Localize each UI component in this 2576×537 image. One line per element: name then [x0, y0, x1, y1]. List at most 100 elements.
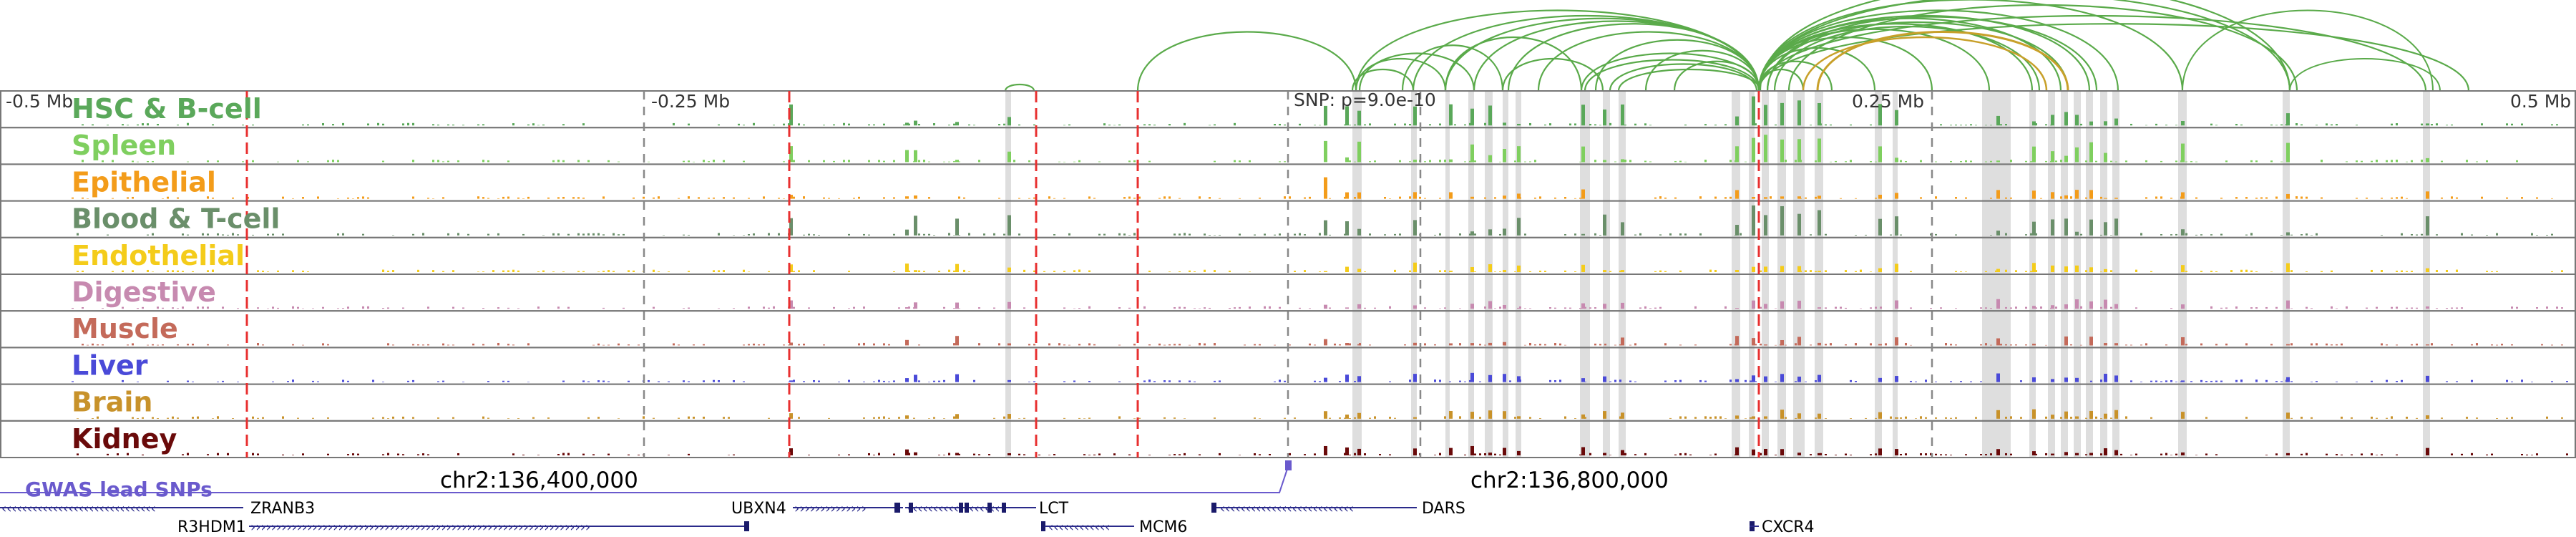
signal-bar: [197, 306, 199, 309]
signal-bar: [833, 306, 835, 309]
signal-bar: [2150, 271, 2152, 272]
signal-bar: [1694, 344, 1697, 346]
signal-bar: [1214, 343, 1216, 346]
signal-bar: [1619, 344, 1621, 346]
signal-bar: [1810, 234, 1812, 236]
signal-bar: [608, 344, 610, 346]
signal-bar: [192, 417, 194, 419]
track-label-hsc-b-cell: HSC & B-cell: [72, 93, 262, 125]
signal-bar: [2411, 271, 2413, 272]
signal-bar: [1214, 235, 1216, 236]
signal-peak: [1324, 140, 1327, 163]
signal-bar: [1063, 161, 1065, 163]
signal-bar: [1294, 417, 1296, 419]
signal-bar: [2471, 234, 2473, 236]
signal-peak: [2089, 142, 2093, 163]
signal-bar: [2411, 160, 2413, 163]
signal-bar: [1053, 234, 1055, 236]
signal-bar: [2015, 270, 2017, 272]
signal-bar: [427, 306, 429, 309]
signal-bar: [357, 197, 359, 199]
signal-peak: [1581, 146, 1585, 163]
signal-bar: [2270, 160, 2273, 163]
signal-bar: [908, 453, 910, 455]
signal-bar: [2346, 306, 2348, 309]
gene-label-dars: DARS: [1422, 500, 1465, 518]
signal-bar: [863, 342, 865, 346]
signal-bar: [2060, 196, 2062, 199]
signal-peak: [1603, 411, 1606, 419]
signal-bar: [1179, 306, 1181, 309]
signal-peak: [1488, 155, 1492, 163]
signal-peak: [1357, 448, 1361, 455]
signal-bar: [1199, 342, 1201, 346]
signal-bar: [793, 306, 795, 309]
signal-bar: [1840, 198, 1842, 199]
signal-bar: [557, 233, 560, 236]
signal-peak: [1357, 344, 1361, 346]
strand-arrows-zranb3: ‹‹‹‹‹‹‹‹‹‹‹‹‹‹‹‹‹‹‹‹‹‹‹‹‹‹‹‹‹‹: [1, 501, 156, 516]
signal-bar: [1174, 417, 1176, 419]
signal-bar: [1083, 454, 1085, 455]
signal-bar: [2025, 160, 2027, 163]
signal-bar: [1023, 454, 1025, 455]
signal-bar: [1209, 235, 1211, 236]
signal-bar: [713, 197, 715, 199]
loop-arc: [1444, 36, 1583, 92]
signal-bar: [2250, 307, 2253, 309]
signal-bar: [602, 344, 605, 346]
signal-bar: [2511, 123, 2513, 126]
signal-bar: [1264, 233, 1266, 236]
signal-bar: [1204, 269, 1206, 272]
signal-peak: [1752, 96, 1755, 126]
signal-bar: [1003, 416, 1005, 419]
signal-bar: [1870, 343, 1872, 346]
signal-bar: [582, 123, 585, 126]
signal-bar: [2225, 160, 2228, 163]
signal-bar: [2080, 306, 2082, 309]
signal-bar: [2561, 270, 2563, 272]
signal-bar: [1439, 233, 1441, 236]
signal-bar: [1214, 380, 1216, 382]
signal-bar: [1199, 196, 1201, 199]
signal-bar: [1770, 196, 1772, 199]
signal-bar: [913, 417, 915, 419]
signal-bar: [1309, 308, 1311, 309]
signal-bar: [317, 196, 319, 199]
signal-peak: [2286, 344, 2290, 346]
signal-bar: [2160, 196, 2162, 199]
signal-bar: [2476, 161, 2478, 163]
signal-bar: [497, 198, 499, 199]
signal-bar: [2005, 124, 2007, 126]
signal-peak: [1878, 377, 1882, 382]
signal-bar: [1344, 196, 1346, 199]
signal-bar: [2441, 197, 2443, 199]
signal-bar: [1409, 270, 1411, 272]
signal-bar: [833, 124, 835, 126]
signal-bar: [487, 233, 489, 236]
signal-bar: [2331, 270, 2333, 272]
signal-bar: [1750, 380, 1752, 382]
signal-bar: [1474, 453, 1476, 455]
signal-bar: [1299, 233, 1301, 236]
signal-peak: [1503, 228, 1506, 236]
signal-bar: [1654, 197, 1657, 199]
signal-peak: [955, 122, 959, 126]
signal-bar: [2311, 308, 2313, 309]
signal-bar: [212, 269, 214, 272]
signal-peak: [789, 380, 793, 382]
signal-bar: [2085, 270, 2087, 272]
signal-bar: [1945, 417, 1947, 419]
signal-bar: [2185, 233, 2187, 236]
signal-bar: [277, 270, 279, 272]
signal-bar: [963, 269, 965, 272]
signal-peak: [2286, 142, 2290, 163]
signal-bar: [172, 416, 174, 419]
signal-peak: [1780, 410, 1784, 419]
signal-bar: [1369, 417, 1371, 419]
signal-bar: [1078, 344, 1080, 346]
signal-bar: [2461, 453, 2463, 455]
signal-bar: [177, 344, 179, 346]
signal-bar: [412, 344, 414, 346]
signal-bar: [382, 308, 384, 309]
